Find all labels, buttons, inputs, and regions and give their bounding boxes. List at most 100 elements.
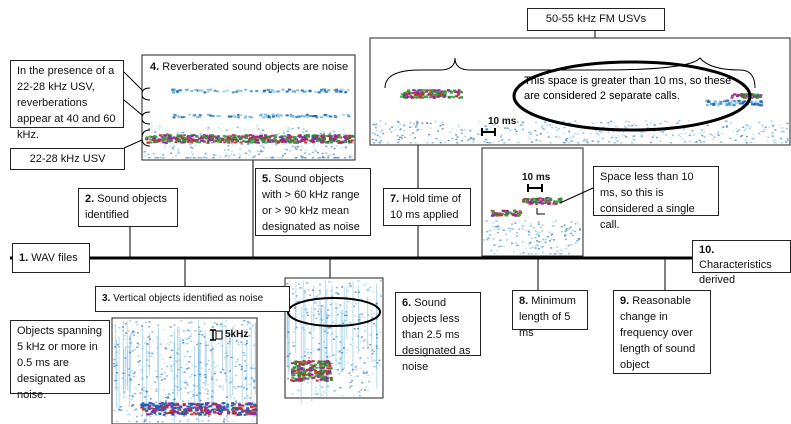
spectrogram-pixel <box>296 372 299 374</box>
spectrogram-pixel <box>747 125 749 127</box>
spectrogram-pixel <box>288 140 291 142</box>
spectrogram-pixel <box>786 128 788 130</box>
spectrogram-pixel <box>205 404 208 406</box>
spectrogram-pixel <box>238 342 240 344</box>
spectrogram-pixel <box>380 280 382 282</box>
spectrogram-pixel <box>328 371 331 373</box>
spectrogram-pixel <box>213 139 216 141</box>
spectrogram-pixel <box>156 376 158 378</box>
spectrogram-pixel <box>329 365 332 367</box>
spectrogram-pixel <box>143 390 145 392</box>
spectrogram-pixel <box>351 157 353 159</box>
spectrogram-pixel <box>287 356 289 358</box>
spectrogram-pixel <box>372 132 374 134</box>
spectrogram-pixel <box>759 121 761 123</box>
spectrogram-pixel <box>181 137 184 139</box>
spectrogram-pixel <box>131 399 133 401</box>
spectrogram-pixel <box>367 341 369 343</box>
spectrogram-pixel <box>530 132 532 134</box>
spectrogram-pixel <box>175 155 177 157</box>
spectrogram-pixel <box>442 128 444 130</box>
spectrogram-pixel <box>355 291 357 293</box>
spectrogram-pixel <box>351 140 354 142</box>
page: {"steps": [ {"number": "1.", "text": "WA… <box>0 0 791 424</box>
spectrogram-pixel <box>244 370 246 372</box>
spectrogram-pixel <box>532 246 534 248</box>
spectrogram-pixel <box>306 282 308 284</box>
spectrogram-pixel <box>223 418 225 420</box>
spectrogram-pixel <box>327 89 330 91</box>
spectrogram-pixel <box>656 137 658 139</box>
spectrogram-pixel <box>330 314 332 316</box>
spectrogram-pixel <box>274 157 276 159</box>
spectrogram-pixel <box>233 412 236 414</box>
spectrogram-pixel <box>306 378 309 380</box>
spectrogram-pixel <box>185 387 187 389</box>
spectrogram-pixel <box>251 420 253 422</box>
spectrogram-pixel <box>206 341 207 386</box>
spectrogram-pixel <box>699 132 701 134</box>
spectrogram-pixel <box>244 414 247 416</box>
spectrogram-pixel <box>133 334 135 336</box>
spectrogram-pixel <box>301 363 304 365</box>
spectrogram-pixel <box>700 141 702 143</box>
spectrogram-pixel <box>213 157 215 159</box>
spectrogram-pixel <box>191 390 193 392</box>
spectrogram-pixel <box>311 307 312 402</box>
spectrogram-pixel <box>362 347 364 349</box>
spectrogram-pixel <box>327 157 329 159</box>
spectrogram-pixel <box>306 308 308 310</box>
spectrogram-pixel <box>464 136 466 138</box>
spectrogram-pixel <box>235 388 237 390</box>
spectrogram-pixel <box>150 398 152 400</box>
spectrogram-pixel <box>521 228 523 230</box>
spectrogram-pixel <box>165 142 168 144</box>
spectrogram-pixel <box>771 120 773 122</box>
spectrogram-pixel <box>223 141 226 143</box>
spectrogram-pixel <box>185 89 188 91</box>
spectrogram-pixel <box>141 402 144 404</box>
spectrogram-pixel <box>295 304 296 353</box>
spectrogram-pixel <box>233 386 235 388</box>
spectrogram-pixel <box>185 138 188 140</box>
spectrogram-pixel <box>322 131 324 133</box>
spectrogram-pixel <box>201 137 204 139</box>
spectrogram-pixel <box>209 136 212 138</box>
spectrogram-pixel <box>226 396 228 398</box>
spectrogram-pixel <box>116 372 118 374</box>
spectrogram-pixel <box>649 123 651 125</box>
spectrogram-pixel <box>293 342 295 344</box>
spectrogram-pixel <box>191 322 193 324</box>
spectrogram-pixel <box>223 135 226 137</box>
spectrogram-pixel <box>689 135 691 137</box>
spectrogram-pixel <box>420 129 422 131</box>
spectrogram-pixel <box>239 364 241 366</box>
spectrogram-pixel <box>190 397 192 399</box>
spectrogram-pixel <box>260 114 263 116</box>
spectrogram-pixel <box>243 410 246 412</box>
spectrogram-pixel <box>412 132 414 134</box>
spectrogram-pixel <box>555 220 557 222</box>
spectrogram-pixel <box>346 137 349 139</box>
spectrogram-pixel <box>450 92 453 94</box>
spectrogram-pixel <box>376 303 378 305</box>
spectrogram-pixel <box>341 286 343 288</box>
spectrogram-pixel <box>176 375 178 377</box>
spectrogram-pixel <box>541 198 544 200</box>
spectrogram-pixel <box>325 347 327 349</box>
spectrogram-pixel <box>539 232 541 234</box>
step-number: 6. <box>402 297 411 309</box>
step-text: Sound objects identified <box>85 193 167 221</box>
spectrogram-pixel <box>265 115 268 117</box>
spectrogram-pixel <box>303 377 306 379</box>
spectrogram-pixel <box>201 368 203 370</box>
spectrogram-pixel <box>246 343 248 345</box>
spectrogram-pixel <box>612 131 614 133</box>
spectrogram-pixel <box>753 96 756 98</box>
spectrogram-pixel <box>522 129 524 131</box>
spectrogram-pixel <box>625 127 627 128</box>
spectrogram-pixel <box>504 127 506 128</box>
spectrogram-pixel <box>317 152 319 154</box>
spectrogram-pixel <box>635 125 637 127</box>
spectrogram-pixel <box>332 322 334 324</box>
